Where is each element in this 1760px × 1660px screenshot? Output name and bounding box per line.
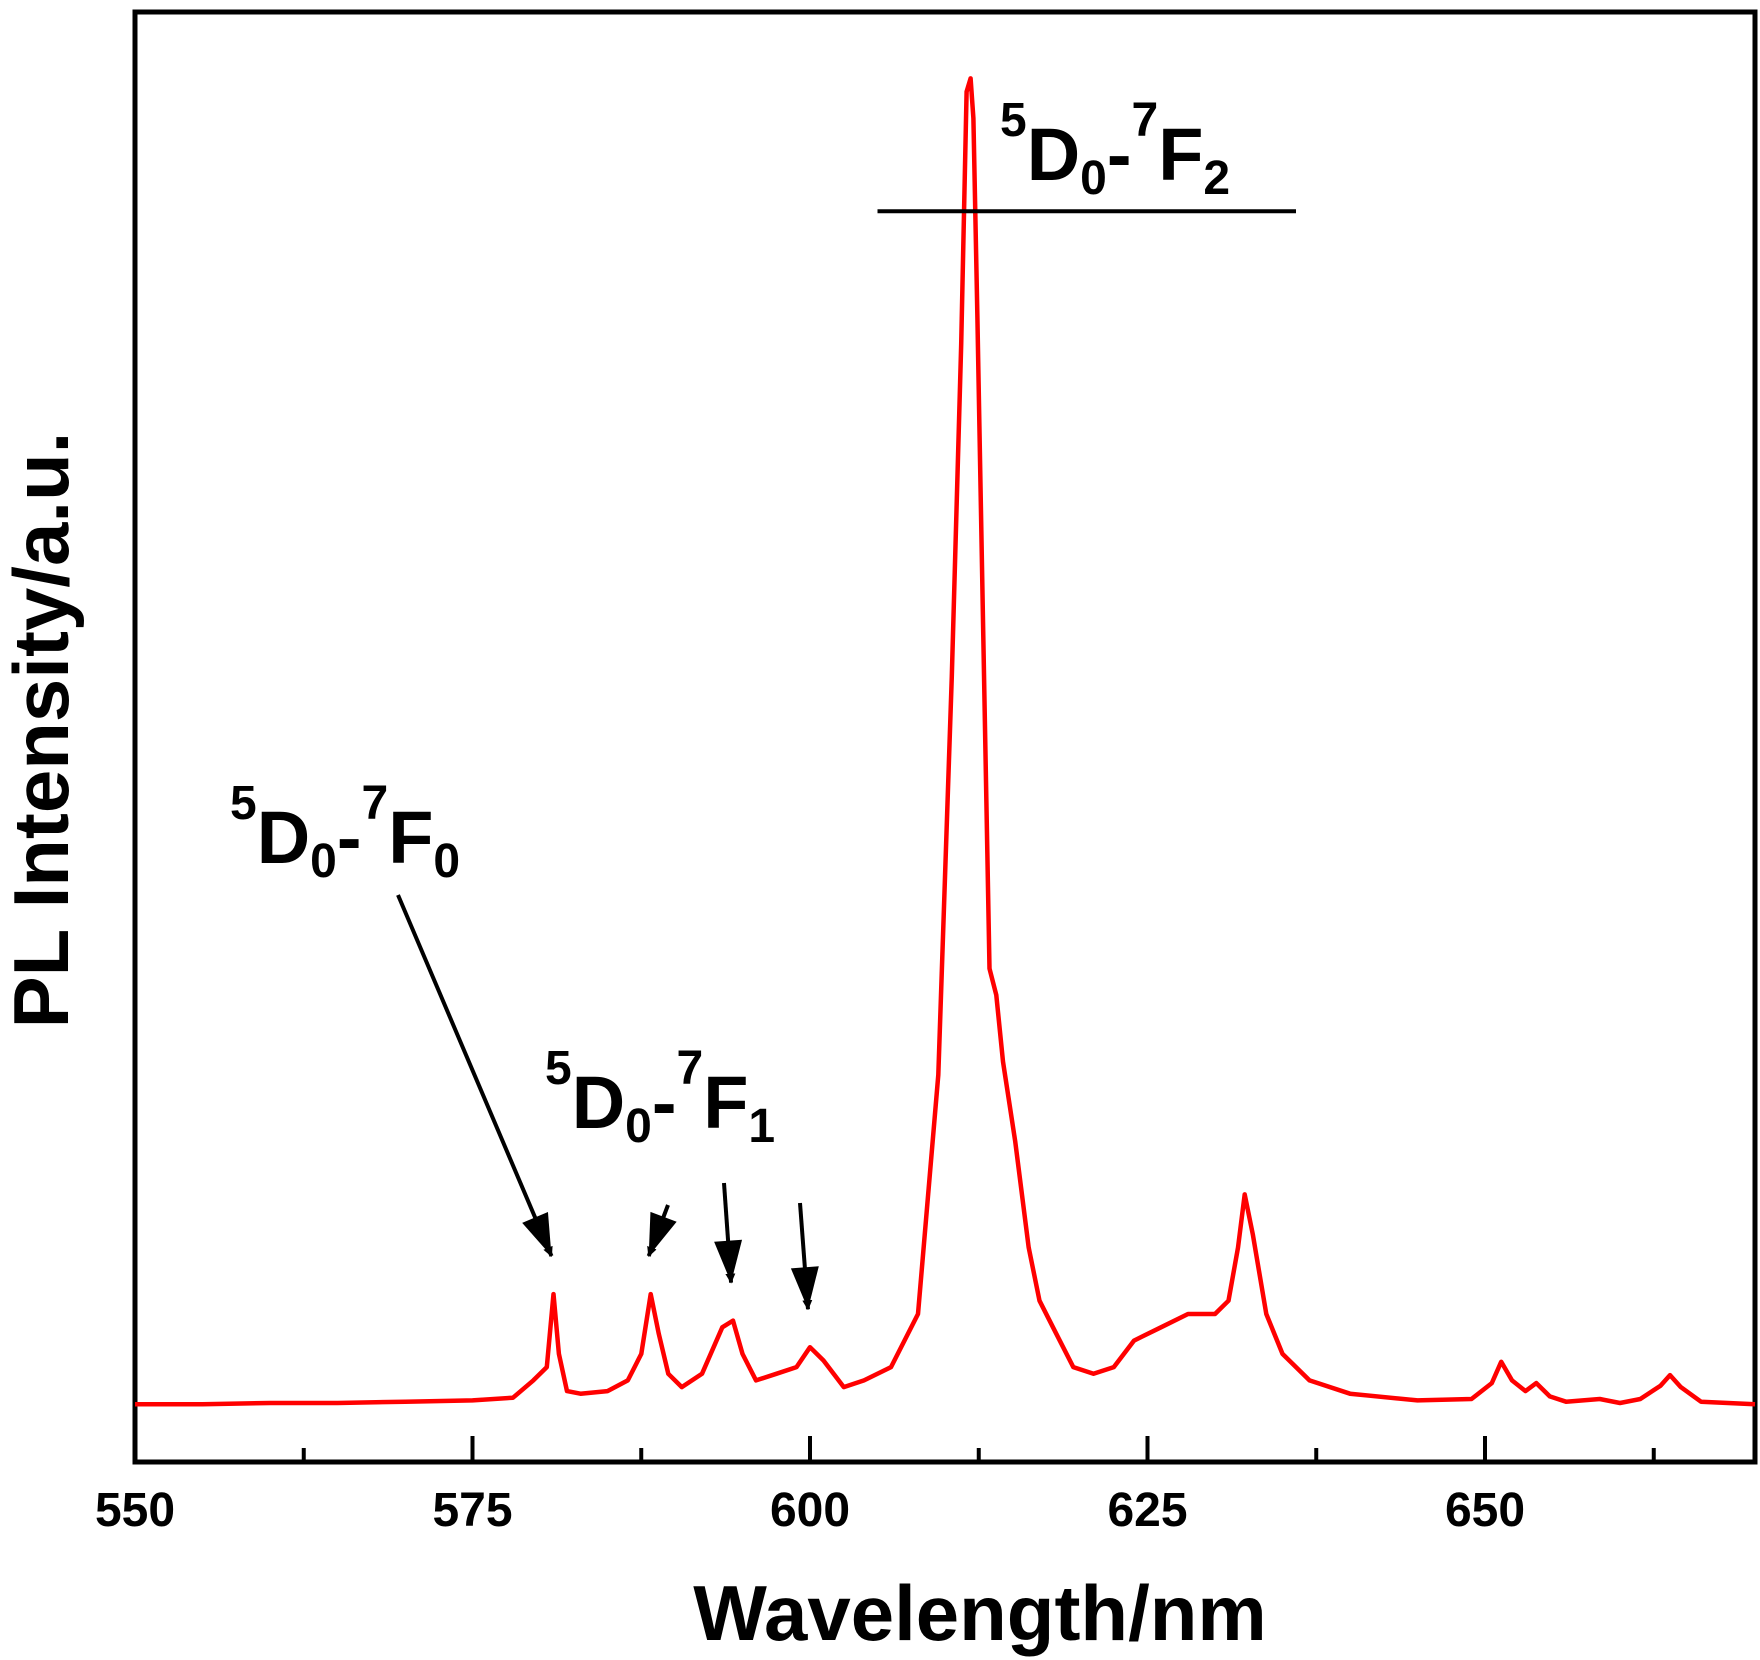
y-axis-title: PL Intensity/a.u. <box>0 432 85 1029</box>
annotation-f0-sup2: 7 <box>362 777 389 830</box>
annotation-f0-sup1: 5 <box>230 777 257 830</box>
annotation-f1-dash: - <box>652 1061 677 1144</box>
annotation-arrow <box>396 894 554 1257</box>
annotation-f0-sub2: 0 <box>433 835 460 888</box>
annotation-f1-sub2: 1 <box>748 1100 775 1153</box>
x-tick-label: 575 <box>432 1484 512 1537</box>
annotation-f2-dash: - <box>1107 113 1132 196</box>
annotation-arrowhead <box>522 1211 552 1257</box>
annotation-f2-sub1: 0 <box>1080 152 1107 205</box>
x-tick-label: 600 <box>770 1484 850 1537</box>
annotation-f2-main2: F <box>1158 113 1203 196</box>
annotation-f2-main1: D <box>1027 113 1080 196</box>
series-line <box>135 76 1756 1407</box>
annotation-f2-sub2: 2 <box>1203 152 1230 205</box>
annotation-f1-main1: D <box>572 1061 625 1144</box>
annotation-f1-main2: F <box>703 1061 748 1144</box>
annotation-5d0-7f1: 5D0-7F1 <box>545 1042 775 1153</box>
annotation-f0-main1: D <box>257 796 310 879</box>
x-tick-label: 625 <box>1107 1484 1187 1537</box>
x-axis-tick-labels: 550 575 600 625 650 <box>95 1484 1525 1537</box>
annotation-f0-dash: - <box>337 796 362 879</box>
plot-frame <box>132 9 1758 1465</box>
annotation-f1-sub1: 0 <box>625 1100 652 1153</box>
annotation-arrows <box>396 894 819 1311</box>
annotation-5d0-7f2: 5D0-7F2 <box>1000 94 1230 205</box>
annotation-arrowhead <box>714 1239 743 1283</box>
annotation-arrowhead <box>648 1211 677 1257</box>
annotation-f0-sub1: 0 <box>310 835 337 888</box>
annotation-arrowhead <box>790 1266 819 1310</box>
x-tick-label: 550 <box>95 1484 175 1537</box>
annotation-f1-sup2: 7 <box>677 1042 704 1095</box>
x-tick-label: 650 <box>1445 1484 1525 1537</box>
x-axis-ticks <box>133 1436 1656 1462</box>
annotation-f2-sup1: 5 <box>1000 94 1027 147</box>
annotation-f1-sup1: 5 <box>545 1042 572 1095</box>
x-axis-title: Wavelength/nm <box>693 1569 1267 1657</box>
annotation-f2-sup2: 7 <box>1132 94 1159 147</box>
annotation-5d0-7f0: 5D0-7F0 <box>230 777 460 888</box>
annotation-f0-main2: F <box>388 796 433 879</box>
